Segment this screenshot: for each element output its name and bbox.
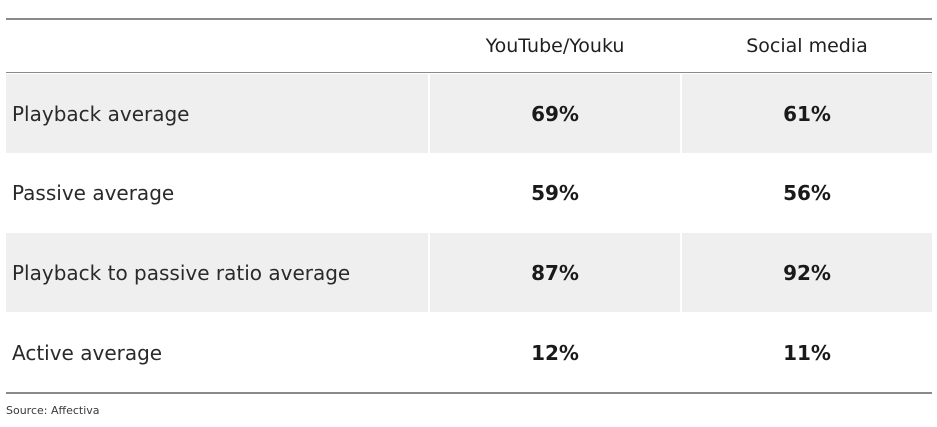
row-value-youtube-youku: 59% xyxy=(531,180,579,205)
row-shade xyxy=(430,74,680,153)
row-shade xyxy=(682,233,932,312)
table-row: Active average 12% 11% xyxy=(6,313,932,392)
header-cell-youtube-youku: YouTube/Youku xyxy=(485,35,625,57)
table-bottom-rule xyxy=(6,392,932,394)
row-value-social-media: 11% xyxy=(783,340,831,365)
row-value-social-media: 56% xyxy=(783,180,831,205)
header-cell-empty xyxy=(6,20,428,72)
source-note: Source: Affectiva xyxy=(6,404,100,417)
table-row: Passive average 59% 56% xyxy=(6,153,932,232)
row-shade xyxy=(6,74,428,153)
row-value-youtube-youku: 12% xyxy=(531,340,579,365)
row-value-youtube-youku: 69% xyxy=(531,101,579,126)
row-shade xyxy=(6,233,428,312)
table-row: Playback average 69% 61% xyxy=(6,74,932,153)
table-top-rule xyxy=(6,18,932,20)
row-label: Passive average xyxy=(12,180,175,205)
row-label: Playback average xyxy=(12,101,190,126)
row-label: Active average xyxy=(12,340,163,365)
row-value-social-media: 92% xyxy=(783,260,831,285)
row-shade xyxy=(430,233,680,312)
table-row: Playback to passive ratio average 87% 92… xyxy=(6,233,932,312)
table-header-row: YouTube/Youku Social media xyxy=(6,20,932,72)
header-cell-social-media: Social media xyxy=(746,35,868,57)
row-value-youtube-youku: 87% xyxy=(531,260,579,285)
row-value-social-media: 61% xyxy=(783,101,831,126)
row-shade xyxy=(682,74,932,153)
header-divider xyxy=(6,72,932,73)
row-label: Playback to passive ratio average xyxy=(12,260,351,285)
